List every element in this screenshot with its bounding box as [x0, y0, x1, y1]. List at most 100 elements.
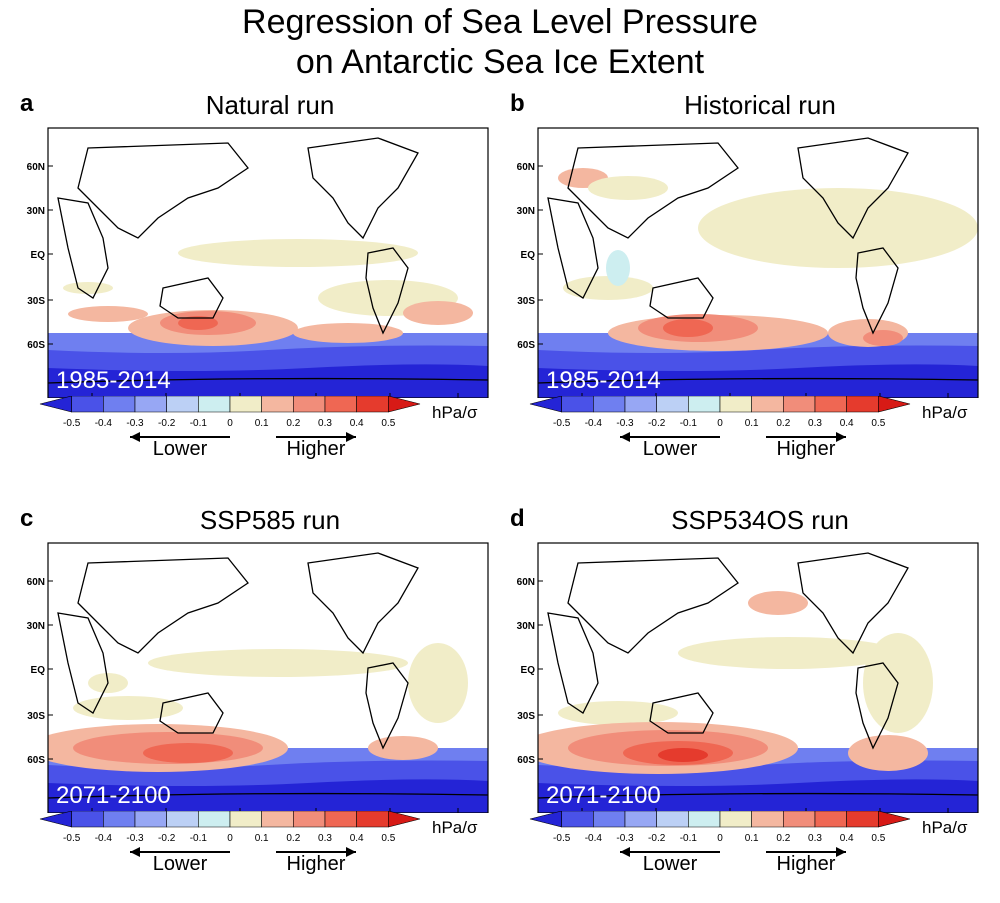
colorbar: -0.5 -0.4 -0.3 -0.2 -0.1 0 0.1 0.2 0.3 0.4 0.5 — [529, 811, 911, 844]
coastline — [567, 557, 739, 654]
map-frame — [47, 542, 489, 813]
colorbar-swatch — [324, 396, 357, 413]
colorbar-swatch — [846, 811, 879, 828]
colorbar-swatch — [783, 396, 816, 413]
panel-letter: b — [510, 90, 525, 117]
coastline — [48, 377, 488, 384]
lat-tick-label: EQ — [521, 665, 536, 676]
colorbar-tick-label: 0.3 — [318, 418, 332, 429]
colorbar-swatch — [261, 396, 294, 413]
anomaly-contour — [68, 306, 148, 322]
coastline — [547, 197, 599, 299]
lat-tick-label: EQ — [31, 665, 46, 676]
colorbar-tick-label: -0.3 — [126, 418, 144, 429]
anomaly-contour — [293, 323, 403, 343]
colorbar-unit: hPa/σ — [922, 818, 968, 837]
panel-title: Natural run — [205, 90, 335, 120]
period-label: 1985-2014 — [546, 367, 661, 394]
anomaly-contour — [848, 735, 928, 771]
colorbar-swatch — [356, 811, 389, 828]
colorbar-swatch — [166, 811, 199, 828]
colorbar-swatch — [261, 811, 294, 828]
colorbar-tick-label: 0 — [227, 418, 233, 429]
negative-band — [538, 779, 978, 813]
colorbar-tick-label: 0 — [227, 833, 233, 844]
colorbar-swatch — [783, 811, 816, 828]
anomaly-contour — [663, 319, 713, 337]
colorbar-tick-label: -0.3 — [616, 833, 634, 844]
negative-band — [48, 779, 488, 813]
coastline — [649, 692, 714, 734]
lat-tick-label: 60N — [27, 162, 45, 173]
colorbar-swatch — [593, 811, 626, 828]
coastline — [57, 612, 109, 714]
colorbar-swatch — [71, 396, 104, 413]
direction-arrows — [620, 432, 846, 442]
anomaly-contour — [558, 701, 678, 725]
coastline — [57, 197, 109, 299]
lat-tick-label: 60S — [517, 340, 535, 351]
colorbar-swatch — [719, 396, 752, 413]
anomaly-contour — [148, 649, 408, 677]
colorbar-swatch — [814, 811, 847, 828]
lat-tick-label: 30N — [27, 206, 45, 217]
period-label: 1985-2014 — [56, 367, 171, 394]
colorbar-swatch — [656, 811, 689, 828]
colorbar-swatch — [846, 396, 879, 413]
colorbar-unit: hPa/σ — [432, 818, 478, 837]
anomaly-contour — [658, 748, 708, 762]
coastline — [365, 247, 409, 335]
colorbar-tick-label: -0.2 — [648, 833, 666, 844]
coastline — [159, 277, 224, 319]
anomaly-contour — [73, 696, 183, 720]
lat-tick-label: 30S — [517, 296, 535, 307]
colorbar-tick-label: 0.4 — [840, 418, 854, 429]
colorbar-tick-label: -0.2 — [158, 418, 176, 429]
higher-label: Higher — [286, 853, 346, 875]
colorbar-tick-label: 0.1 — [255, 833, 269, 844]
colorbar-tick-label: -0.1 — [680, 833, 698, 844]
panel-title: SSP534OS run — [671, 505, 849, 535]
map: 2071-210060N30NEQ30S60S60E120E180120W60W… — [517, 542, 979, 813]
negative-band — [48, 364, 488, 398]
figure-title-line-1: Regression of Sea Level Pressure — [242, 3, 758, 41]
coastline — [365, 662, 409, 750]
colorbar-swatch — [324, 811, 357, 828]
panel-letter: a — [20, 90, 34, 117]
colorbar-swatch — [688, 811, 721, 828]
colorbar-tick-label: -0.2 — [648, 418, 666, 429]
colorbar-swatch — [814, 396, 847, 413]
colorbar-swatch — [719, 811, 752, 828]
lat-tick-label: 60S — [27, 755, 45, 766]
colorbar-swatch — [134, 811, 167, 828]
colorbar-tick-label: 0.4 — [350, 418, 364, 429]
coastline — [649, 277, 714, 319]
colorbar-swatch — [688, 396, 721, 413]
colorbar-tick-label: -0.2 — [158, 833, 176, 844]
colorbar-tick-label: 0.1 — [745, 833, 759, 844]
figure-title-line-2: on Antarctic Sea Ice Extent — [295, 43, 705, 81]
colorbar-tick-label: 0.4 — [840, 833, 854, 844]
colorbar-tick-label: -0.3 — [616, 418, 634, 429]
direction-arrows — [130, 432, 356, 442]
colorbar-swatch — [529, 396, 562, 413]
colorbar-swatch — [388, 811, 421, 828]
map-frame — [537, 127, 979, 398]
colorbar-tick-label: 0.1 — [745, 418, 759, 429]
anomaly-contour — [368, 736, 438, 760]
lat-tick-label: 60N — [27, 577, 45, 588]
coastline — [77, 142, 249, 239]
higher-label: Higher — [776, 853, 836, 875]
coastline — [48, 792, 488, 799]
lat-tick-label: 30S — [27, 711, 45, 722]
anomaly-contour — [588, 176, 668, 200]
colorbar-swatch — [229, 396, 262, 413]
coastline — [567, 142, 739, 239]
coastline — [855, 247, 899, 335]
lower-label: Lower — [642, 438, 698, 460]
colorbar-swatch — [656, 396, 689, 413]
colorbar-swatch — [878, 811, 911, 828]
colorbar-tick-label: -0.1 — [680, 418, 698, 429]
lower-label: Lower — [152, 438, 208, 460]
